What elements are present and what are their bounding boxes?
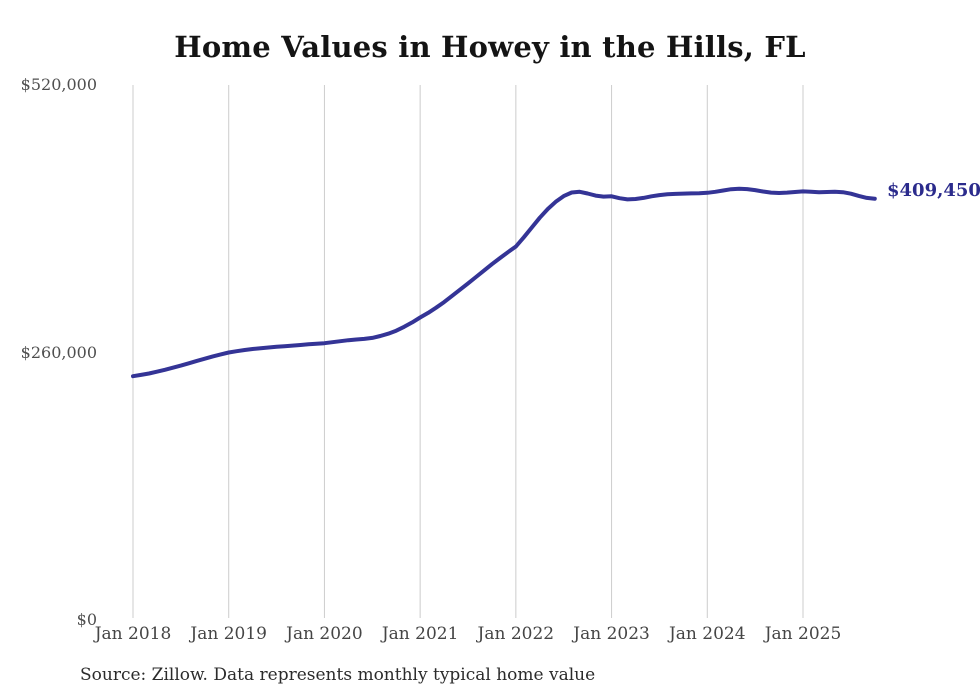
y-axis-tick-label: $520,000 bbox=[20, 75, 97, 94]
x-axis-tick-label: Jan 2023 bbox=[573, 624, 650, 644]
x-axis-tick-label: Jan 2025 bbox=[764, 624, 842, 644]
x-axis-tick-label: Jan 2018 bbox=[94, 624, 172, 644]
x-axis-tick-label: Jan 2024 bbox=[668, 624, 746, 644]
x-axis-tick-label: Jan 2019 bbox=[190, 624, 267, 644]
latest-value-label: $409,450 bbox=[887, 180, 980, 201]
y-axis-tick-label: $260,000 bbox=[20, 342, 97, 362]
source-note: Source: Zillow. Data represents monthly … bbox=[80, 665, 596, 685]
x-axis-tick-label: Jan 2020 bbox=[286, 624, 363, 644]
x-axis-tick-label: Jan 2022 bbox=[477, 624, 555, 644]
home-value-line bbox=[131, 186, 877, 379]
chart-title: Home Values in Howey in the Hills, FL bbox=[174, 30, 806, 64]
x-axis-tick-label: Jan 2021 bbox=[381, 624, 459, 644]
y-axis-tick-label: $0 bbox=[76, 610, 97, 629]
